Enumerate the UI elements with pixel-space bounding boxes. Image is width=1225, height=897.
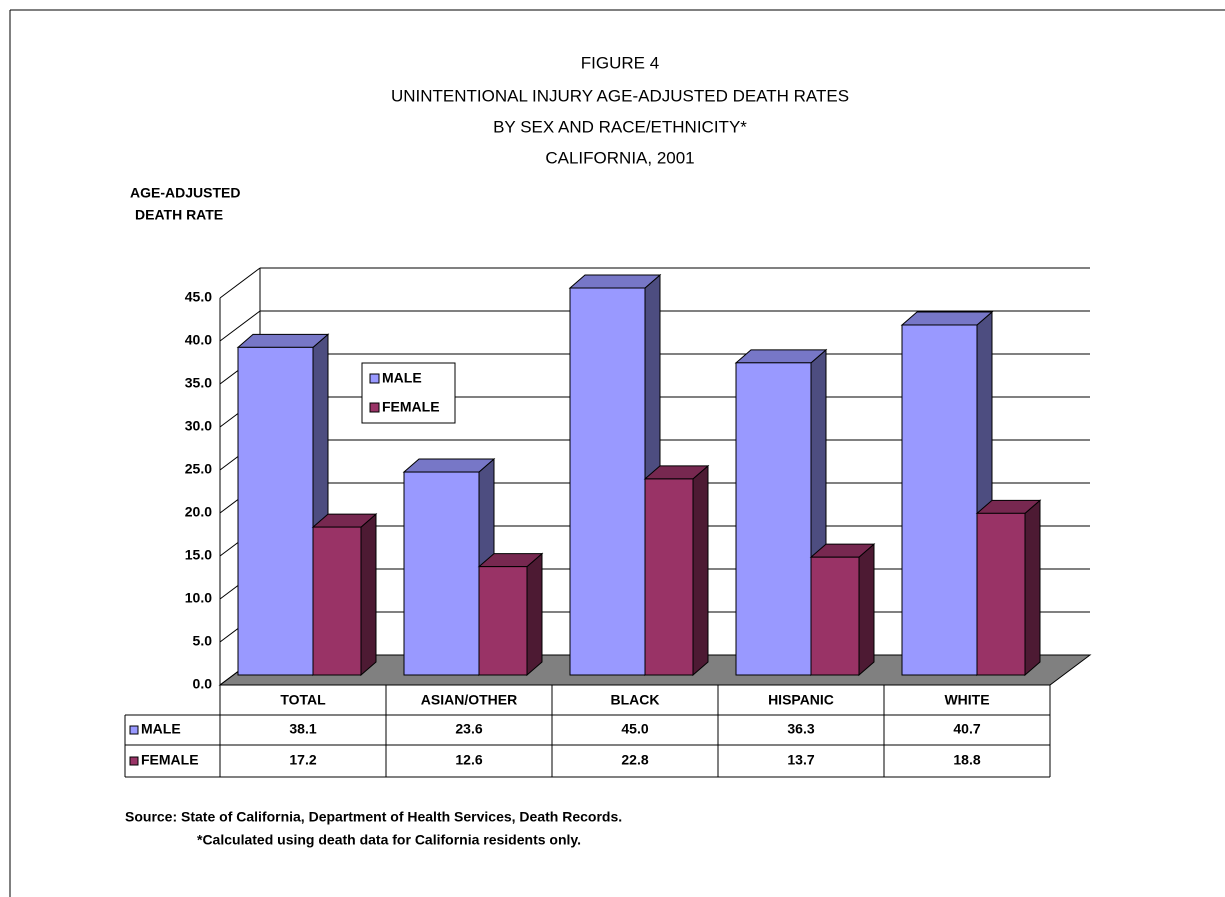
table-value: 12.6: [455, 752, 482, 768]
y-tick-label: 20.0: [185, 504, 212, 520]
chart-title: UNINTENTIONAL INJURY AGE-ADJUSTED DEATH …: [391, 86, 849, 105]
table-value: 13.7: [787, 752, 814, 768]
y-tick-label: 45.0: [185, 289, 212, 305]
y-tick-label: 15.0: [185, 547, 212, 563]
bar-side: [526, 552, 543, 677]
y-tick-label: 30.0: [185, 418, 212, 434]
chart-title: CALIFORNIA, 2001: [545, 148, 694, 167]
bar: [237, 346, 314, 676]
footnote: *Calculated using death data for Califor…: [197, 832, 581, 848]
y-tick-label: 40.0: [185, 332, 212, 348]
side-grid-line: [219, 267, 261, 299]
table-value: 18.8: [953, 752, 980, 768]
bar-top: [568, 274, 662, 289]
legend-swatch: [369, 402, 380, 413]
table-swatch: [129, 756, 139, 766]
bar: [403, 471, 480, 676]
table-value: 45.0: [621, 721, 648, 737]
legend-label: MALE: [382, 370, 422, 386]
legend-label: FEMALE: [382, 399, 440, 415]
table-row-label: MALE: [141, 721, 181, 737]
x-tick-label: WHITE: [944, 692, 989, 708]
table-value: 40.7: [953, 721, 980, 737]
bar: [644, 478, 694, 676]
bar-top: [900, 311, 994, 326]
table-value: 23.6: [455, 721, 482, 737]
x-tick-label: ASIAN/OTHER: [421, 692, 517, 708]
table-value: 36.3: [787, 721, 814, 737]
table-value: 38.1: [289, 721, 316, 737]
bar-side: [1024, 499, 1041, 677]
bar: [478, 566, 528, 676]
x-tick-label: HISPANIC: [768, 692, 834, 708]
bar: [735, 362, 812, 676]
y-tick-label: 5.0: [193, 633, 213, 649]
bar: [312, 526, 362, 676]
bar: [810, 556, 860, 676]
legend-box: [361, 362, 456, 424]
source-note: Source: State of California, Department …: [125, 809, 622, 825]
bar: [976, 512, 1026, 676]
side-grid-line: [219, 310, 261, 342]
bar: [901, 324, 978, 676]
bar-side: [360, 512, 377, 677]
legend-swatch: [369, 373, 380, 384]
bar-side: [692, 464, 709, 677]
bar-top: [734, 349, 828, 364]
y-tick-label: 25.0: [185, 461, 212, 477]
y-axis-label: DEATH RATE: [135, 207, 223, 223]
y-axis-label: AGE-ADJUSTED: [130, 185, 240, 201]
bar-top: [402, 458, 496, 473]
chart-title: FIGURE 4: [581, 53, 659, 72]
table-value: 17.2: [289, 752, 316, 768]
y-tick-label: 10.0: [185, 590, 212, 606]
bar: [569, 287, 646, 676]
x-tick-label: BLACK: [611, 692, 660, 708]
x-tick-label: TOTAL: [280, 692, 326, 708]
table-swatch: [129, 725, 139, 735]
table-row-label: FEMALE: [141, 752, 199, 768]
y-tick-label: 35.0: [185, 375, 212, 391]
bar-top: [236, 333, 330, 348]
bar-side: [858, 543, 875, 677]
y-tick-label: 0.0: [193, 676, 213, 692]
chart-title: BY SEX AND RACE/ETHNICITY*: [493, 117, 747, 136]
table-value: 22.8: [621, 752, 648, 768]
